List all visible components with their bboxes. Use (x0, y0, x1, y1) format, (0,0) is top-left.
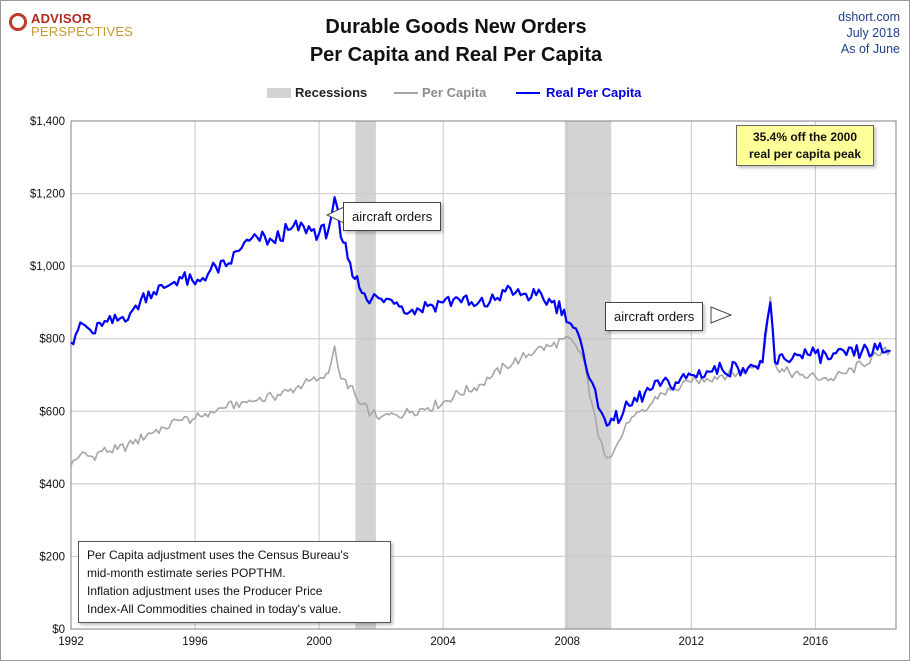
aircraft-orders-pointer-2014 (710, 306, 733, 324)
peak-annotation-line-2: real per capita peak (748, 147, 862, 161)
x-tick-label: 2016 (803, 636, 829, 648)
x-tick-label: 2000 (306, 636, 332, 648)
real-per-capita-line (70, 196, 891, 427)
methodology-note: Per Capita adjustment uses the Census Bu… (78, 541, 391, 623)
x-tick-label: 2008 (554, 636, 580, 648)
x-tick-label: 1992 (58, 636, 84, 648)
aircraft-orders-callout-2014: aircraft orders (605, 302, 704, 331)
aircraft-orders-callout-2000: aircraft orders (343, 202, 442, 231)
chart-legend: Recessions Per Capita Real Per Capita (1, 83, 910, 103)
logo-bottom-text: PERSPECTIVES (31, 24, 134, 39)
logo-top-text: ADVISOR (31, 11, 92, 26)
peak-annotation-line-1: 35.4% off the 2000 (752, 130, 858, 144)
y-tick-label: $1,200 (30, 189, 65, 201)
y-tick-label: $800 (39, 334, 65, 346)
note-line-2: mid-month estimate series POPTHM. (87, 566, 286, 580)
y-tick-label: $200 (39, 551, 65, 563)
logo-circle-icon (9, 13, 27, 31)
legend-per-capita-line (394, 92, 418, 94)
source-info: dshort.com July 2018 As of June (838, 9, 900, 57)
x-tick-label: 1996 (182, 636, 208, 648)
advisor-perspectives-logo: ADVISOR PERSPECTIVES (9, 9, 139, 43)
note-line-3: Inflation adjustment uses the Producer P… (87, 584, 323, 598)
x-tick-label: 2012 (679, 636, 705, 648)
legend-real-per-capita-label: Real Per Capita (546, 85, 642, 100)
recession-band-1 (355, 121, 376, 629)
x-tick-label: 2004 (430, 636, 456, 648)
chart-title: Durable Goods New Orders Per Capita and … (201, 13, 711, 69)
peak-annotation: 35.4% off the 2000 real per capita peak (736, 125, 874, 166)
source-site: dshort.com (838, 10, 900, 24)
legend-real-per-capita-line (516, 92, 540, 94)
note-line-1: Per Capita adjustment uses the Census Bu… (87, 548, 349, 562)
source-date: July 2018 (846, 26, 900, 40)
y-tick-label: $600 (39, 406, 65, 418)
y-tick-label: $1,000 (30, 261, 65, 273)
note-line-4: Index-All Commodities chained in today's… (87, 602, 342, 616)
source-as-of: As of June (840, 42, 900, 56)
y-tick-label: $1,400 (30, 116, 65, 128)
legend-recessions-swatch (267, 88, 291, 98)
chart-title-line-2: Per Capita and Real Per Capita (309, 44, 603, 66)
y-tick-label: $0 (52, 624, 65, 636)
chart-title-line-1: Durable Goods New Orders (325, 16, 587, 38)
y-tick-label: $400 (39, 479, 65, 491)
legend-recessions-label: Recessions (295, 85, 368, 100)
plot-border (70, 120, 897, 630)
legend-per-capita-label: Per Capita (422, 85, 487, 100)
